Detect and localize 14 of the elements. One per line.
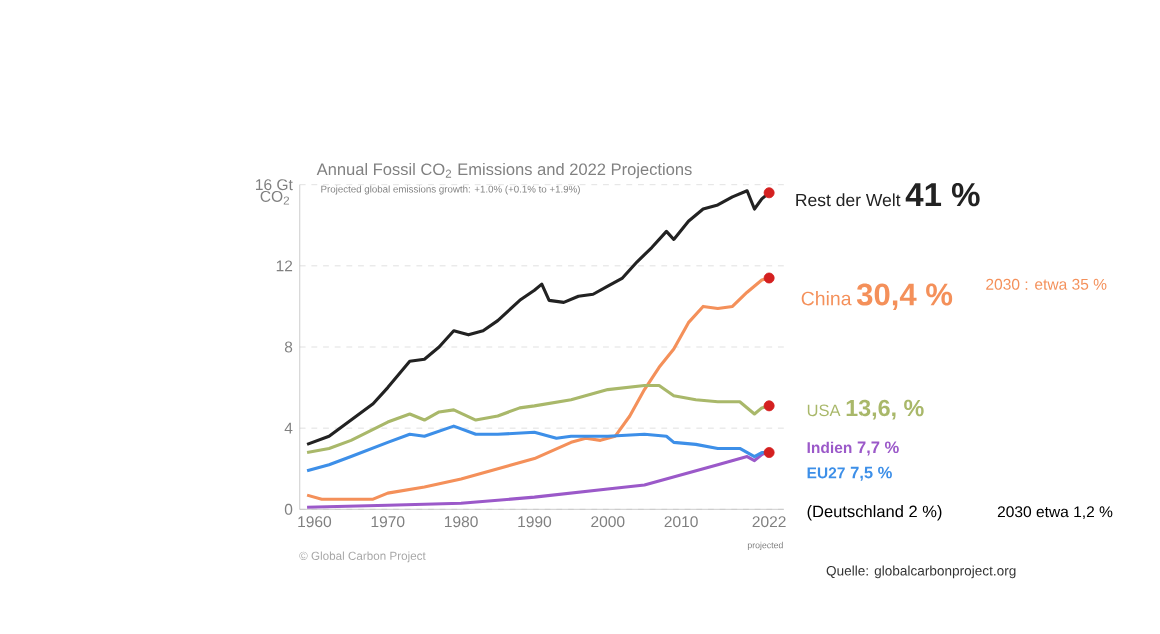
text: USA <box>807 404 841 417</box>
point <box>763 272 775 284</box>
point <box>763 187 775 199</box>
text: 41 % <box>905 183 980 207</box>
text: (Deutschland 2 %) <box>807 505 942 521</box>
point <box>763 400 775 412</box>
series-label: Rest der Welt <box>796 193 901 207</box>
text: 30,4 % <box>856 283 953 311</box>
text: 13,6, % <box>846 399 924 420</box>
text: 7,5 % <box>850 466 892 481</box>
text: 7,7 % <box>857 441 899 456</box>
chart-title: Annual Fossil CO$_{2}$ Emissions and 2022 Projections <box>316 163 692 179</box>
series-label: China <box>801 291 852 306</box>
point <box>763 447 775 459</box>
